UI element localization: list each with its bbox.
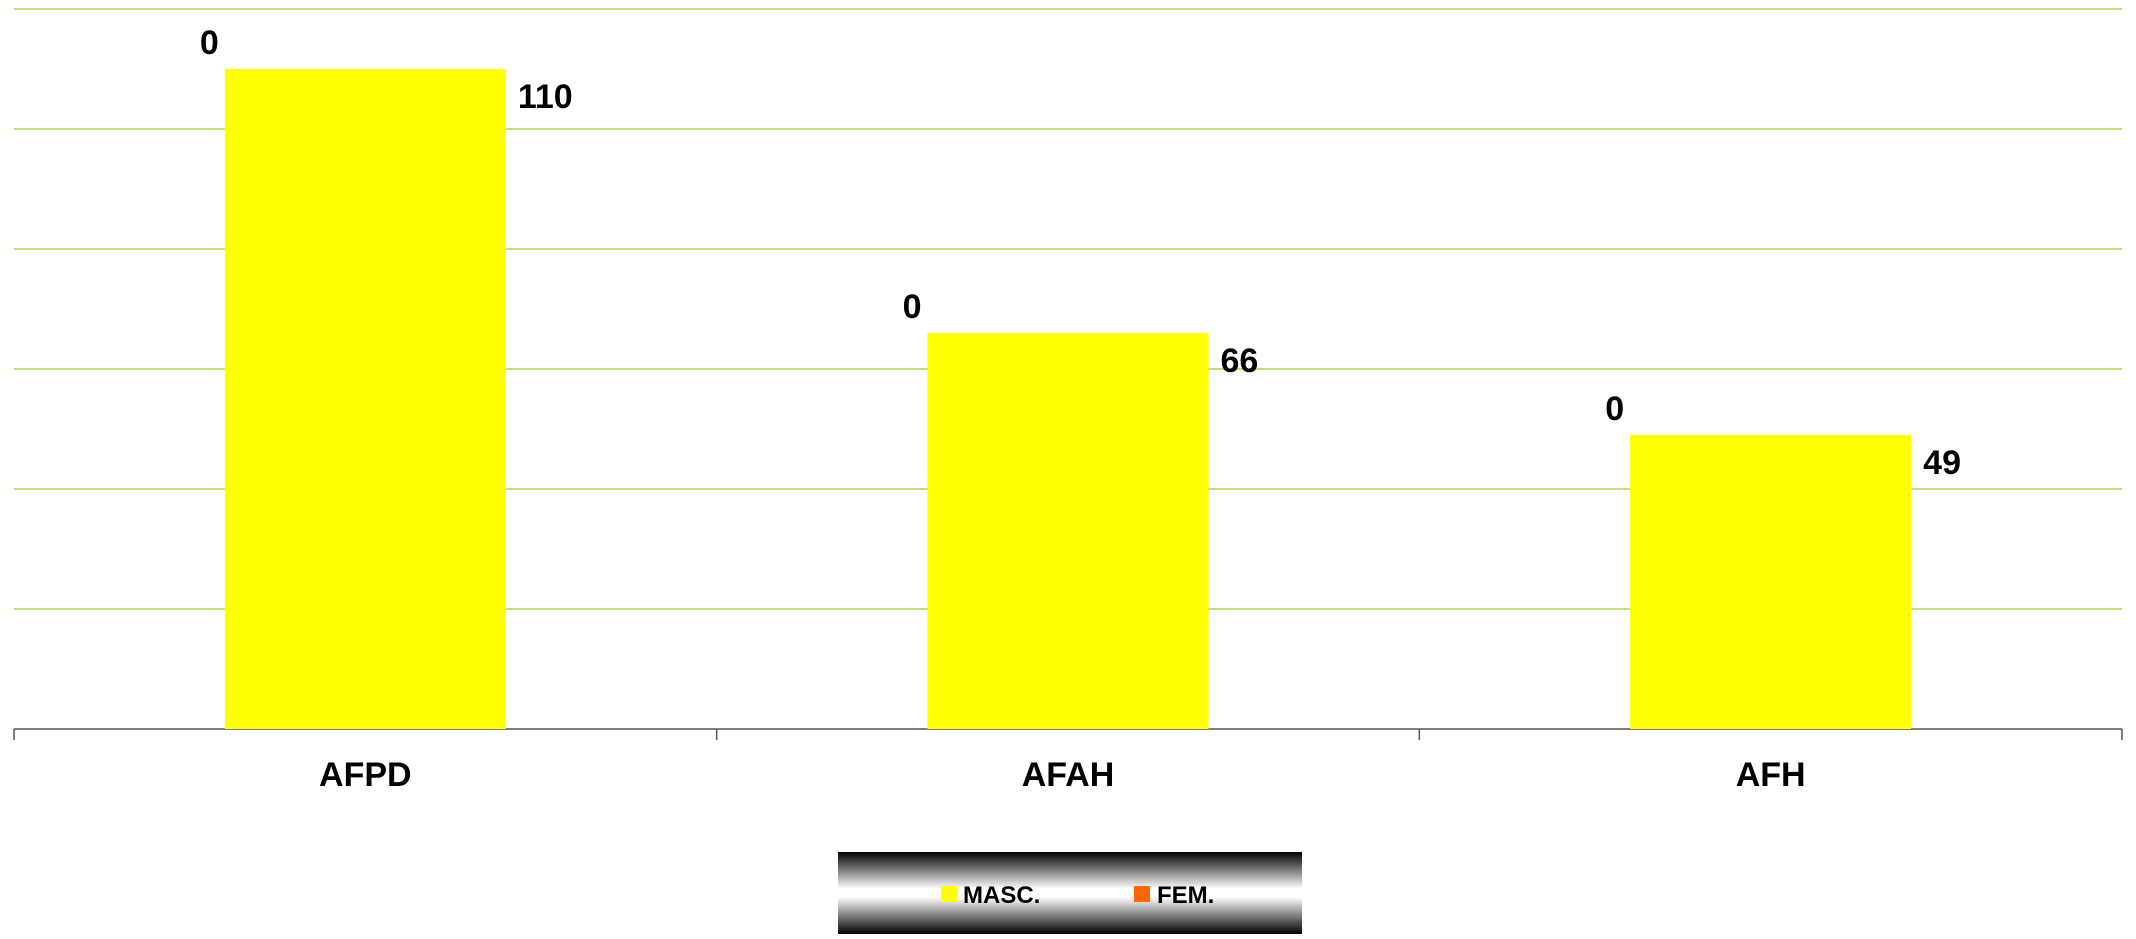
legend-label: FEM. [1157, 882, 1214, 909]
x-axis [13, 728, 2123, 740]
data-label-masc: 66 [1221, 342, 1259, 380]
x-tick-label: AFAH [1022, 756, 1115, 794]
data-label-fem: 0 [1605, 390, 1624, 428]
bars [224, 69, 1912, 729]
x-tick-label: AFH [1736, 756, 1806, 794]
legend-swatch [1134, 886, 1150, 902]
bar-masc [224, 69, 506, 729]
data-label-masc: 110 [518, 78, 573, 116]
bar-masc [927, 333, 1209, 729]
legend-label: MASC. [963, 882, 1040, 909]
legend-box [838, 852, 1302, 934]
bar-masc [1630, 435, 1912, 729]
legend-swatch [941, 886, 957, 902]
data-label-masc: 49 [1923, 444, 1961, 482]
data-label-fem: 0 [903, 288, 922, 326]
data-label-fem: 0 [200, 24, 219, 62]
x-tick-label: AFPD [319, 756, 412, 794]
data-labels: 110 0 66 0 49 0 [200, 24, 1961, 482]
x-tick-labels: AFPD AFAH AFH [319, 756, 1806, 794]
legend: MASC. FEM. [838, 852, 1302, 934]
